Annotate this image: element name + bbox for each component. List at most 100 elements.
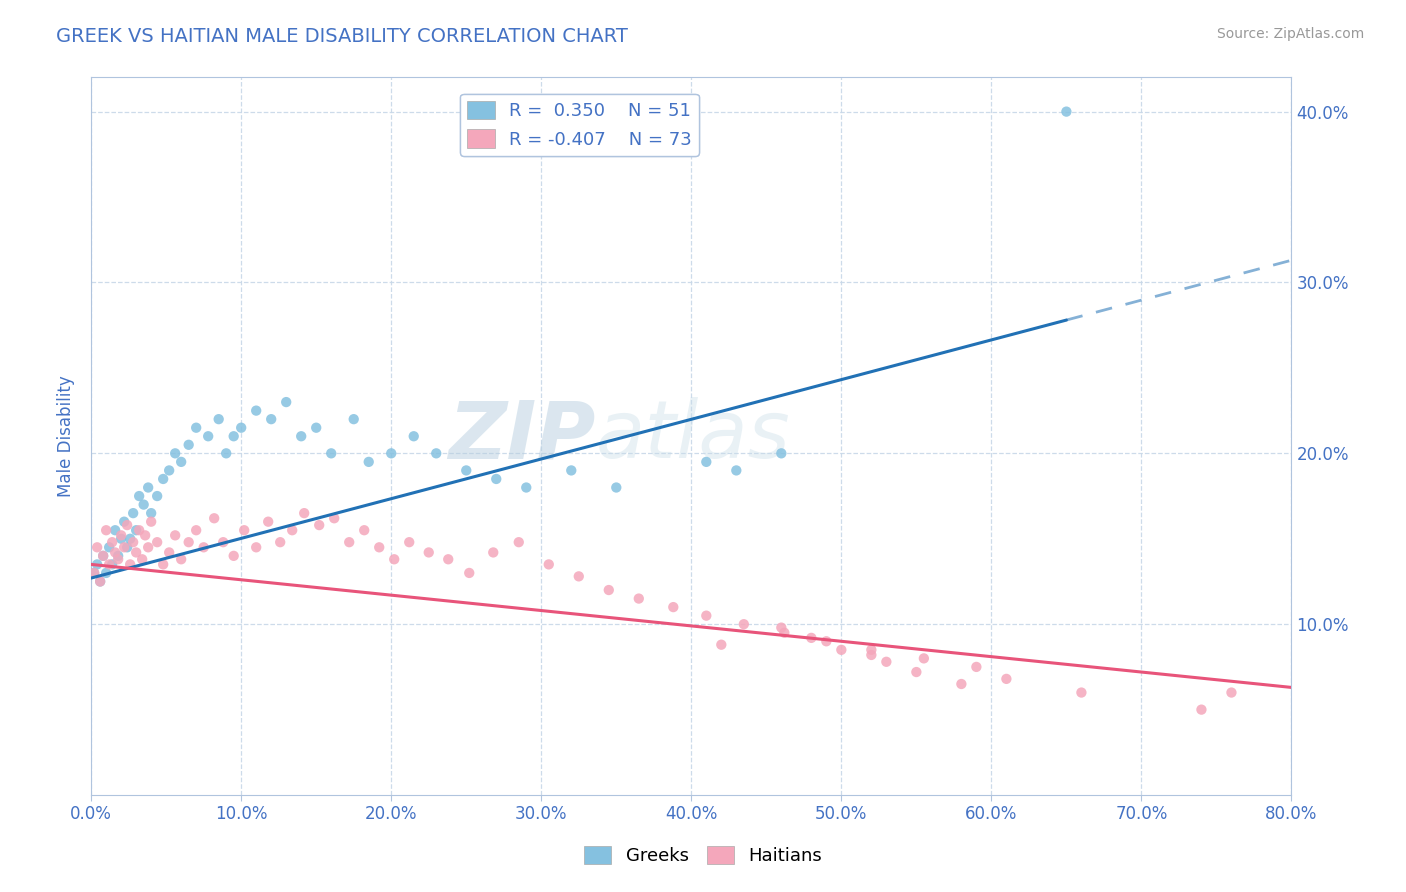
Point <box>120 558 142 572</box>
Point <box>773 625 796 640</box>
Point <box>98 558 121 572</box>
Point <box>208 412 231 426</box>
Point <box>104 523 127 537</box>
Point <box>733 617 755 632</box>
Point <box>101 535 124 549</box>
Point <box>136 541 159 555</box>
Point <box>112 541 135 555</box>
Point <box>146 489 169 503</box>
Text: GREEK VS HAITIAN MALE DISABILITY CORRELATION CHART: GREEK VS HAITIAN MALE DISABILITY CORRELA… <box>56 27 628 45</box>
Point <box>425 446 447 460</box>
Point <box>860 643 883 657</box>
Point <box>177 438 200 452</box>
Point <box>233 523 256 537</box>
Point <box>152 472 174 486</box>
Point <box>83 566 105 580</box>
Point <box>96 566 118 580</box>
Point <box>146 535 169 549</box>
Point <box>323 511 346 525</box>
Point <box>515 481 537 495</box>
Point <box>186 523 208 537</box>
Text: atlas: atlas <box>595 397 790 475</box>
Point <box>260 412 283 426</box>
Point <box>830 643 852 657</box>
Point <box>437 552 460 566</box>
Point <box>141 515 163 529</box>
Point <box>800 631 823 645</box>
Point <box>290 429 312 443</box>
Point <box>482 545 505 559</box>
Point <box>122 535 145 549</box>
Point <box>91 549 114 563</box>
Point <box>458 566 481 580</box>
Point <box>770 621 793 635</box>
Point <box>177 535 200 549</box>
Text: Source: ZipAtlas.com: Source: ZipAtlas.com <box>1216 27 1364 41</box>
Point <box>128 523 150 537</box>
Point <box>605 481 627 495</box>
Point <box>995 672 1018 686</box>
Point <box>537 558 560 572</box>
Point <box>770 446 793 460</box>
Point <box>695 455 717 469</box>
Point <box>418 545 440 559</box>
Point <box>245 541 267 555</box>
Point <box>1054 104 1077 119</box>
Point <box>276 395 298 409</box>
Point <box>141 506 163 520</box>
Point <box>568 569 591 583</box>
Point <box>222 429 245 443</box>
Point <box>380 446 402 460</box>
Point <box>212 535 235 549</box>
Point <box>281 523 304 537</box>
Point <box>912 651 935 665</box>
Point <box>695 608 717 623</box>
Point <box>860 648 883 662</box>
Point <box>560 463 582 477</box>
Point <box>110 528 132 542</box>
Point <box>305 420 328 434</box>
Point <box>725 463 748 477</box>
Point <box>368 541 391 555</box>
Point <box>91 549 114 563</box>
Point <box>245 403 267 417</box>
Point <box>231 420 253 434</box>
Point <box>125 523 148 537</box>
Point <box>157 463 180 477</box>
Point <box>89 574 111 589</box>
Point <box>875 655 897 669</box>
Point <box>107 549 129 563</box>
Point <box>89 574 111 589</box>
Point <box>186 420 208 434</box>
Point <box>136 481 159 495</box>
Point <box>950 677 973 691</box>
Point <box>110 532 132 546</box>
Point <box>343 412 366 426</box>
Point <box>86 558 108 572</box>
Point <box>1191 703 1213 717</box>
Point <box>485 472 508 486</box>
Point <box>112 515 135 529</box>
Point <box>308 518 330 533</box>
Point <box>337 535 360 549</box>
Legend: R =  0.350    N = 51, R = -0.407    N = 73: R = 0.350 N = 51, R = -0.407 N = 73 <box>460 94 699 156</box>
Point <box>86 541 108 555</box>
Point <box>170 455 193 469</box>
Point <box>115 518 138 533</box>
Point <box>157 545 180 559</box>
Point <box>197 429 219 443</box>
Point <box>398 535 420 549</box>
Point <box>710 638 733 652</box>
Point <box>107 552 129 566</box>
Point <box>382 552 405 566</box>
Point <box>134 528 156 542</box>
Point <box>1220 685 1243 699</box>
Point <box>96 523 118 537</box>
Point <box>165 446 187 460</box>
Point <box>269 535 291 549</box>
Legend: Greeks, Haitians: Greeks, Haitians <box>575 837 831 874</box>
Point <box>402 429 425 443</box>
Point <box>132 498 155 512</box>
Point <box>257 515 280 529</box>
Point <box>292 506 315 520</box>
